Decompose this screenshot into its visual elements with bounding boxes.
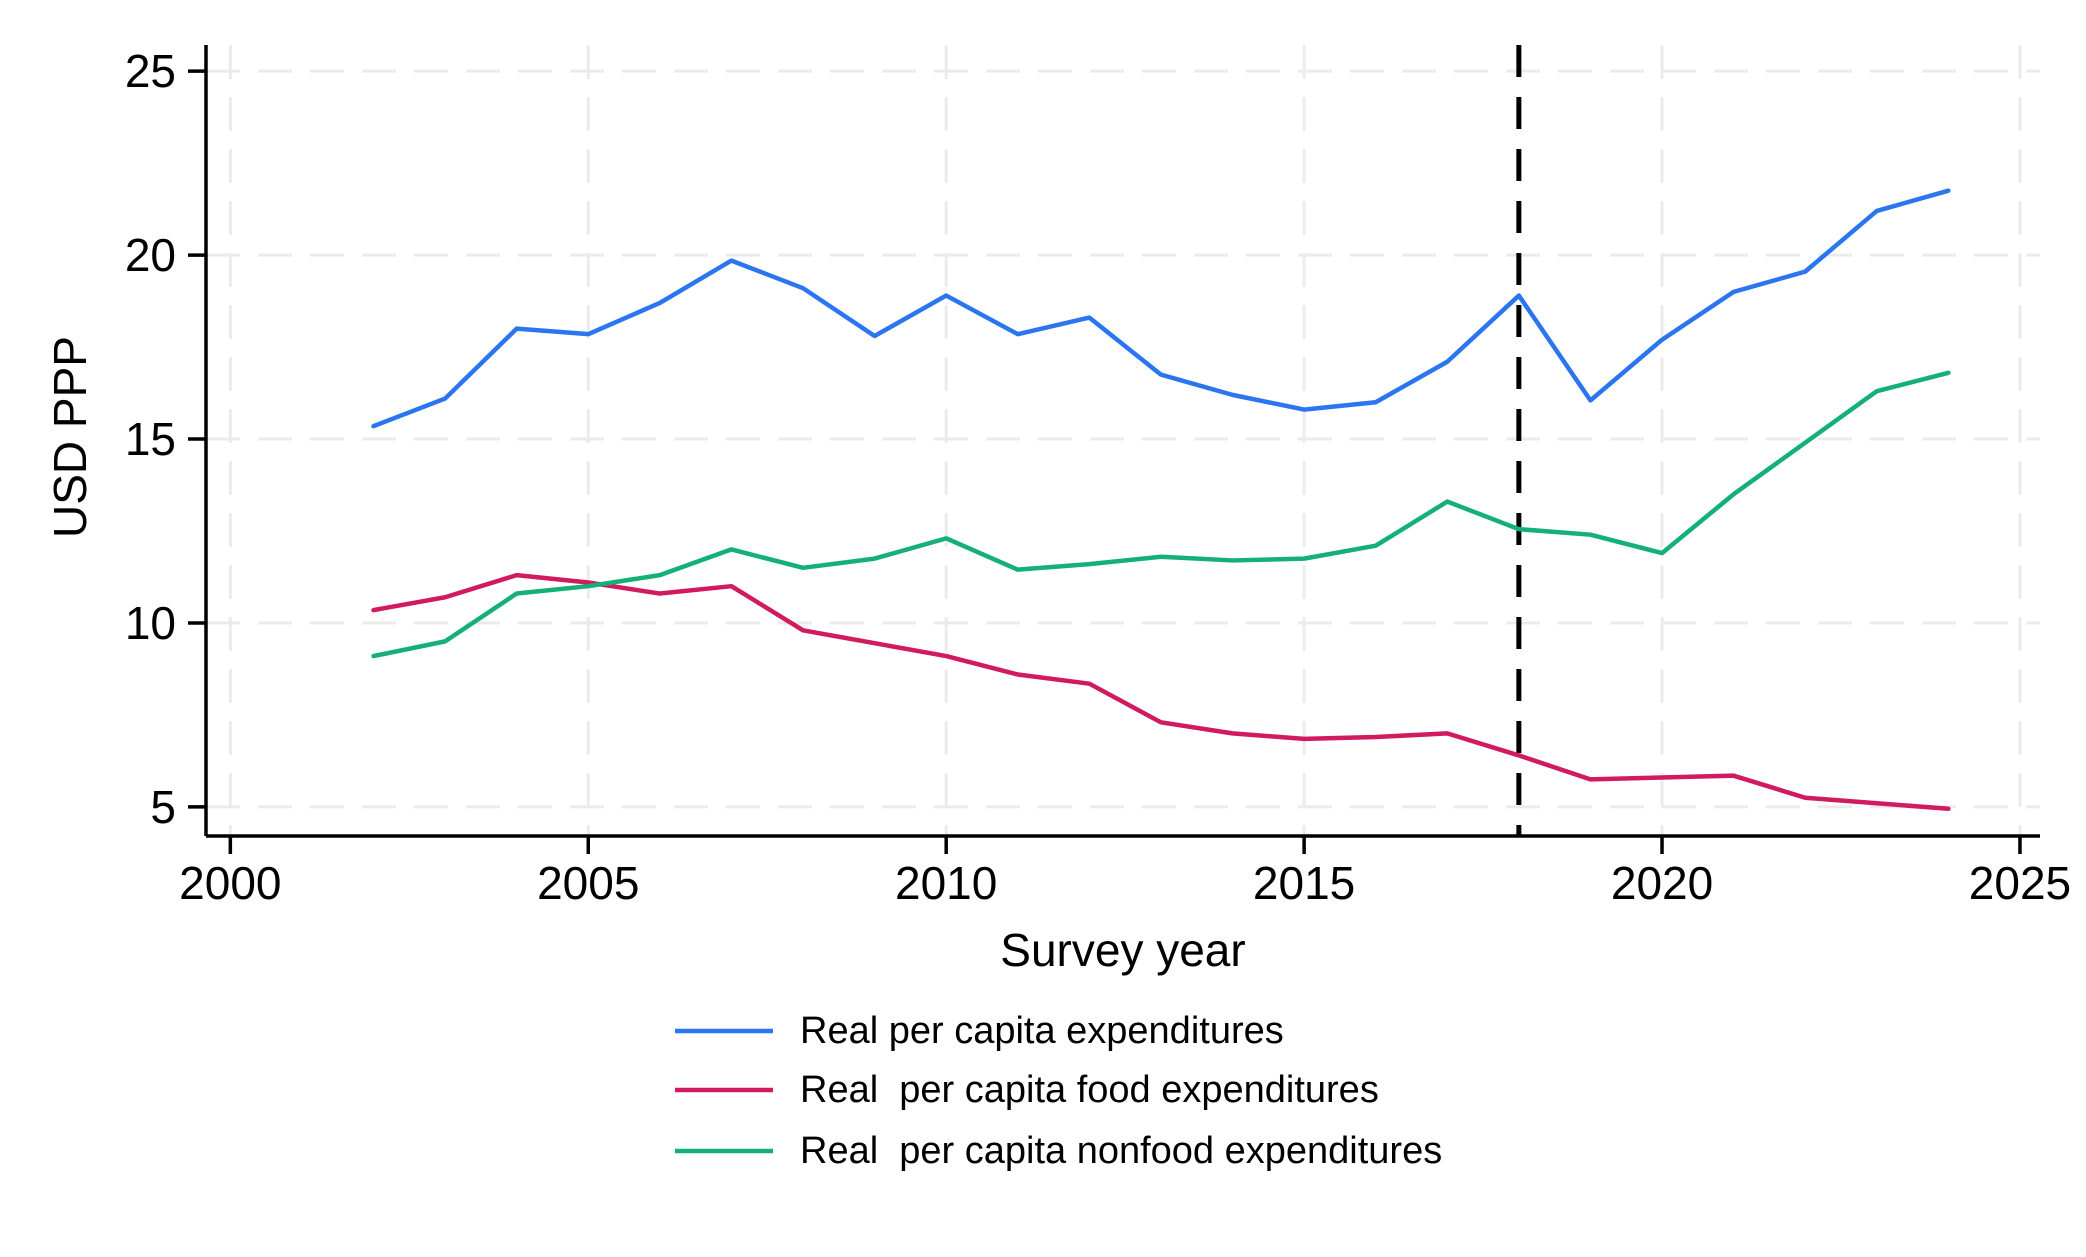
y-tick-label: 15 xyxy=(125,413,176,465)
series-line-1 xyxy=(371,572,1951,812)
x-tick-label: 2025 xyxy=(1969,857,2071,909)
legend-label-0: Real per capita expenditures xyxy=(800,1010,1284,1052)
legend-label-1: Real per capita food expenditures xyxy=(800,1069,1379,1111)
y-tick-label: 20 xyxy=(125,229,176,281)
x-axis-title: Survey year xyxy=(1000,924,1245,976)
legend-label-2: Real per capita nonfood expenditures xyxy=(800,1130,1442,1172)
x-tick-label: 2005 xyxy=(537,857,639,909)
y-axis-title: USD PPP xyxy=(44,336,96,538)
gridlines xyxy=(206,45,2040,836)
tick-marks xyxy=(188,69,2022,854)
x-tick-label: 2010 xyxy=(895,857,997,909)
series-lines xyxy=(371,188,1951,812)
x-tick-label: 2000 xyxy=(179,857,281,909)
legend: Real per capita expenditures Real per cap… xyxy=(675,1010,1442,1172)
x-tick-label: 2015 xyxy=(1253,857,1355,909)
series-line-0 xyxy=(371,188,1951,429)
x-tick-label: 2020 xyxy=(1611,857,1713,909)
y-tick-label: 25 xyxy=(125,45,176,97)
y-tick-label: 10 xyxy=(125,597,176,649)
y-tick-label: 5 xyxy=(150,781,176,833)
series-line-2 xyxy=(371,370,1951,659)
